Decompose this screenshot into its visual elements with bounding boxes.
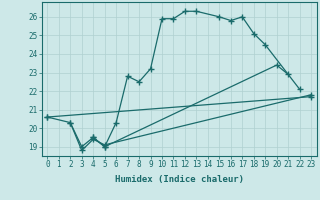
X-axis label: Humidex (Indice chaleur): Humidex (Indice chaleur): [115, 175, 244, 184]
